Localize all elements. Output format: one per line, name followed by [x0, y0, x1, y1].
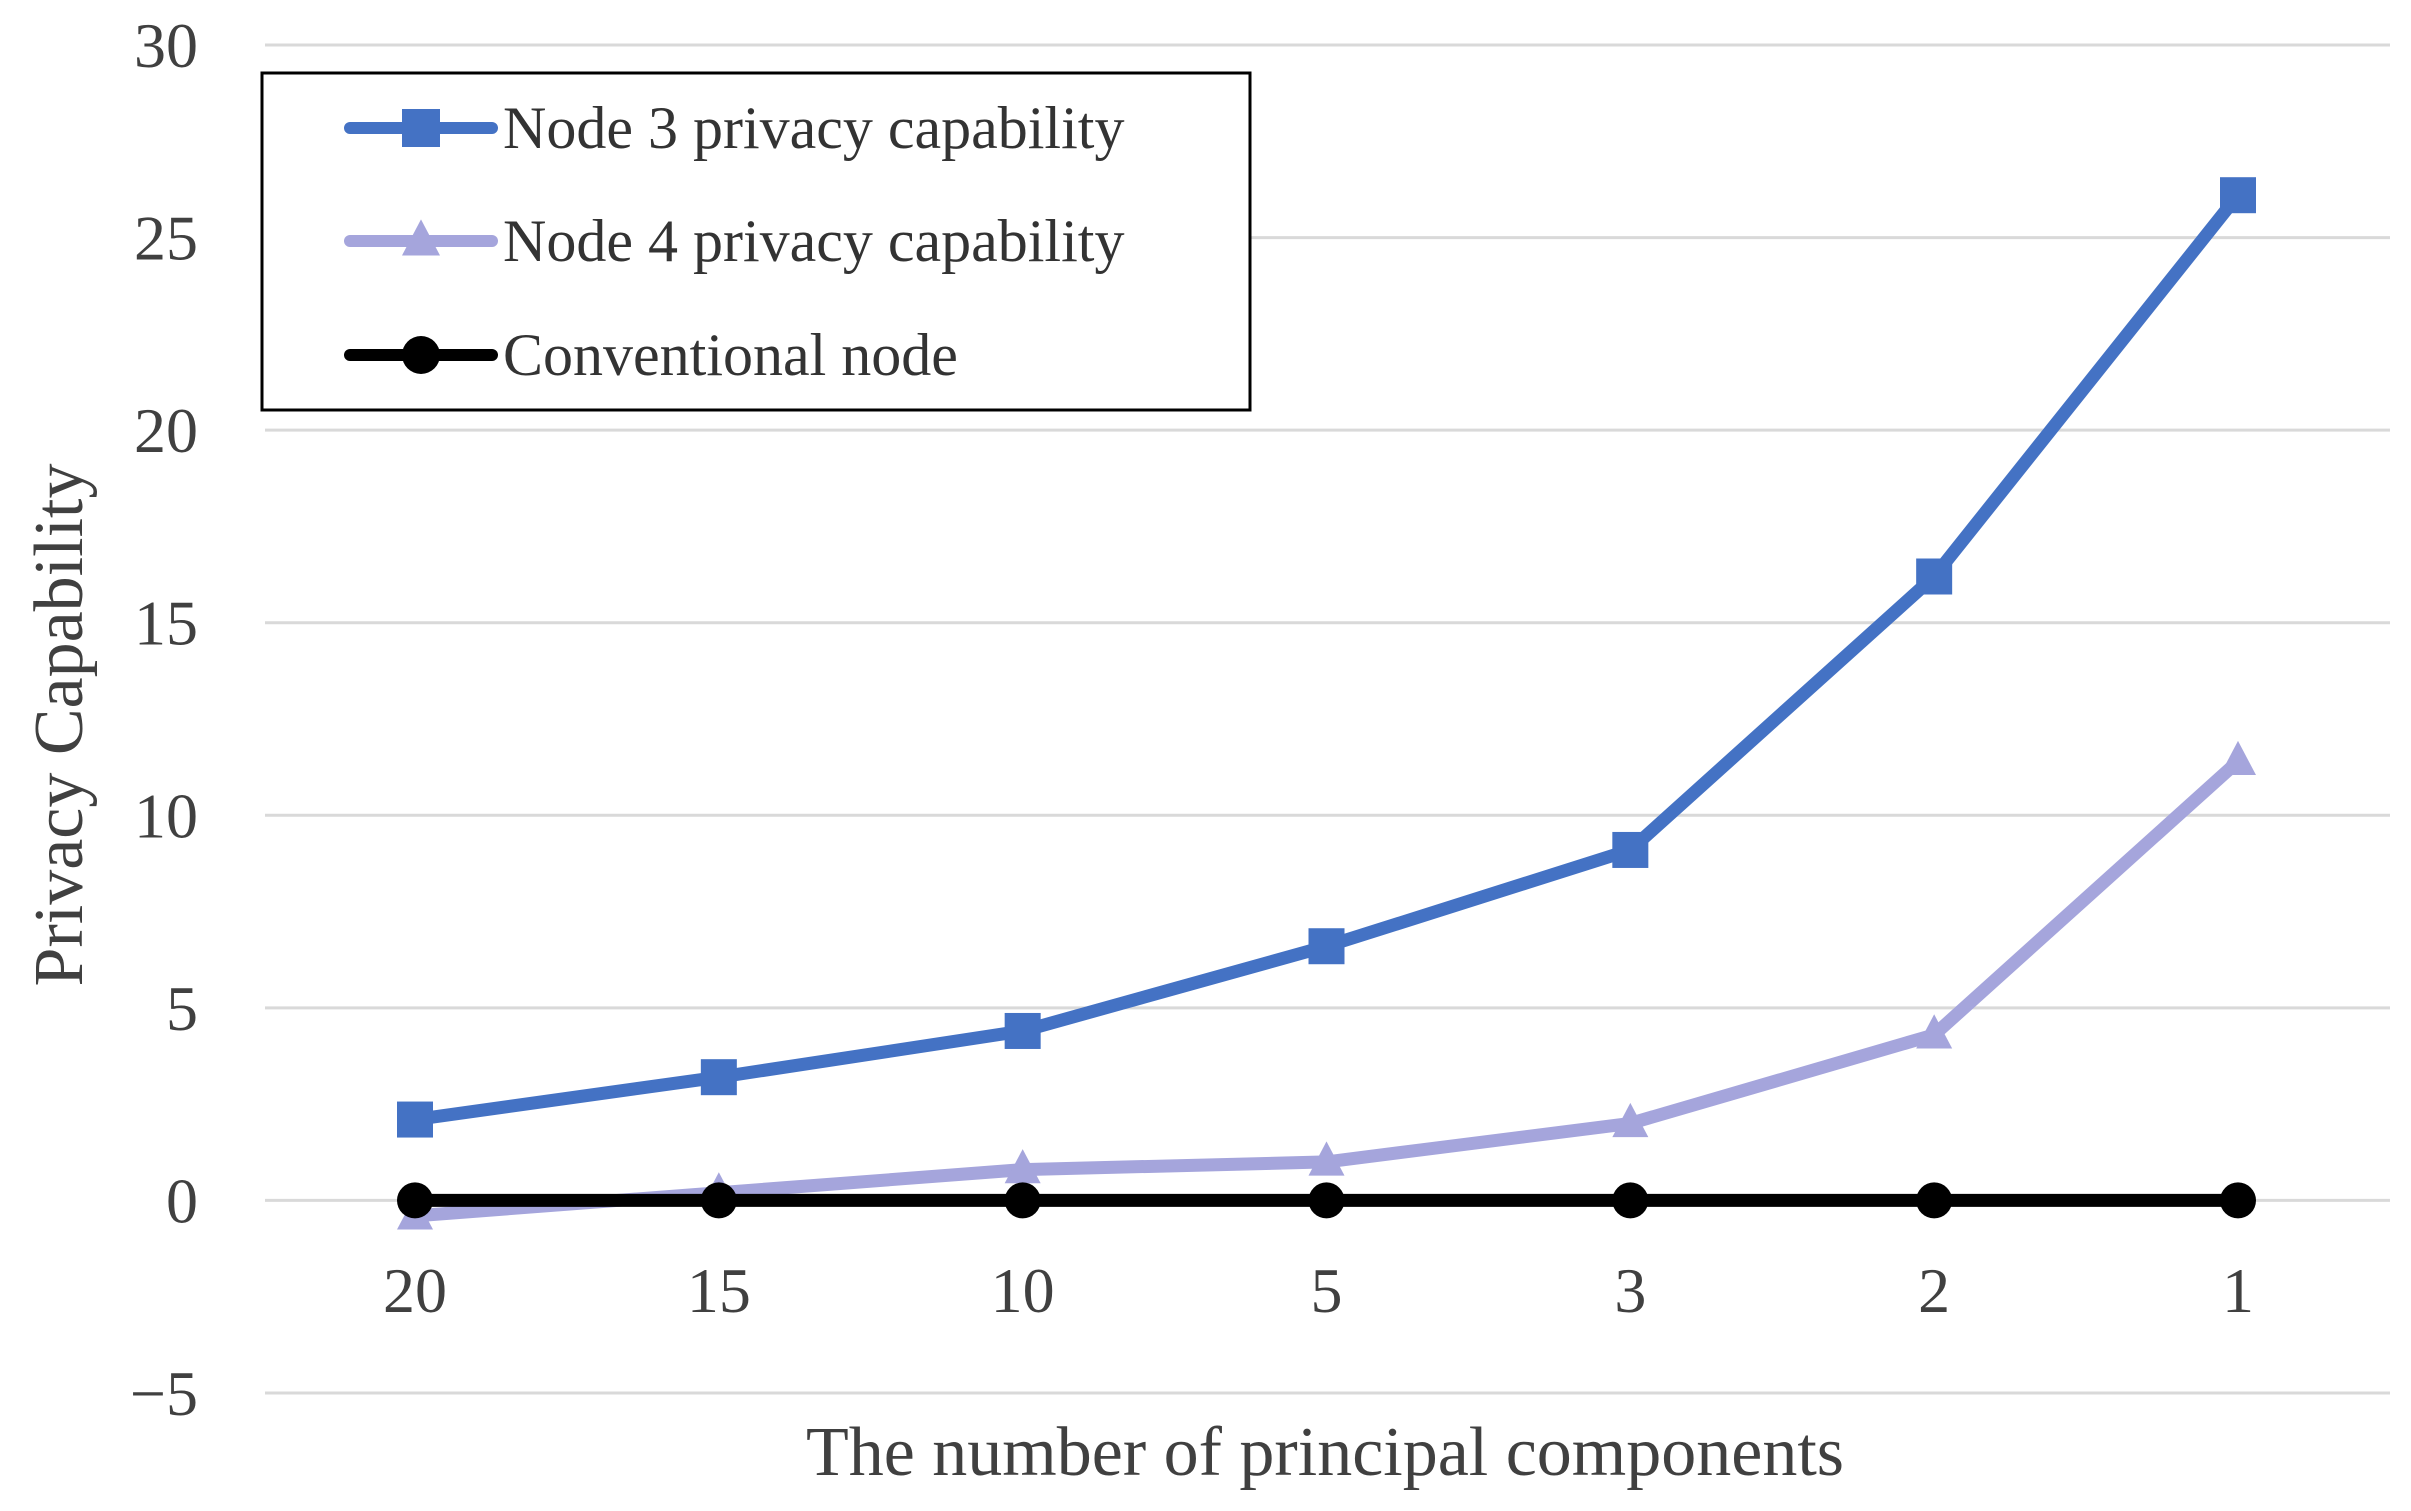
x-tick-label: 10 — [991, 1255, 1055, 1326]
x-axis-tick-labels: 20 15 10 5 3 2 1 — [383, 1255, 2254, 1326]
data-point-triangle — [2220, 740, 2256, 776]
data-point-circle — [397, 1182, 433, 1219]
y-tick-label: 20 — [134, 395, 198, 466]
legend-label: Node 3 privacy capability — [503, 95, 1124, 161]
y-tick-label: −5 — [130, 1358, 198, 1429]
x-tick-label: 5 — [1311, 1255, 1343, 1326]
data-point-square — [1308, 928, 1345, 965]
data-point-square — [1612, 831, 1649, 868]
series-node-3-privacy-capability — [397, 177, 2256, 1138]
data-point-circle — [402, 336, 440, 374]
y-tick-label: 15 — [134, 588, 198, 659]
y-tick-label: 25 — [134, 203, 198, 274]
x-tick-label: 20 — [383, 1255, 447, 1326]
y-tick-label: 5 — [166, 973, 198, 1044]
data-point-square — [700, 1059, 737, 1096]
data-point-square — [2220, 177, 2256, 214]
data-point-triangle — [1916, 1014, 1953, 1049]
data-point-circle — [1308, 1182, 1345, 1219]
x-tick-label: 2 — [1918, 1255, 1950, 1326]
y-tick-label: 0 — [166, 1165, 198, 1236]
data-point-triangle — [1004, 1149, 1041, 1184]
data-point-triangle — [1308, 1141, 1345, 1176]
data-point-circle — [1612, 1182, 1649, 1219]
data-point-circle — [1916, 1182, 1953, 1219]
legend-item: Node 3 privacy capability — [344, 95, 1124, 161]
data-point-circle — [1004, 1182, 1041, 1219]
y-tick-label: 30 — [134, 10, 198, 81]
x-tick-label: 1 — [2222, 1255, 2254, 1326]
x-tick-label: 15 — [687, 1255, 751, 1326]
series-conventional-node — [397, 1182, 2256, 1219]
x-axis-title: The number of principal components — [806, 1414, 1844, 1491]
legend-item: Node 4 privacy capability — [344, 208, 1124, 274]
data-point-square — [397, 1101, 433, 1138]
y-axis-title: Privacy Capability — [21, 464, 98, 987]
data-point-square — [1004, 1012, 1041, 1049]
data-point-square — [1916, 558, 1953, 595]
y-axis-tick-labels: −5 0 5 10 15 20 25 30 — [130, 10, 198, 1429]
legend: Node 3 privacy capability Node 4 privacy … — [260, 71, 1252, 412]
legend-label: Node 4 privacy capability — [503, 208, 1124, 274]
data-point-square — [402, 109, 440, 147]
series-layer — [397, 177, 2256, 1230]
data-point-triangle — [1612, 1102, 1649, 1138]
y-tick-label: 10 — [134, 780, 198, 851]
data-point-circle — [700, 1182, 737, 1219]
legend-item: Conventional node — [344, 322, 958, 388]
data-point-triangle — [402, 219, 440, 256]
x-tick-label: 3 — [1614, 1255, 1646, 1326]
legend-label: Conventional node — [503, 322, 958, 388]
data-point-circle — [2220, 1182, 2256, 1219]
